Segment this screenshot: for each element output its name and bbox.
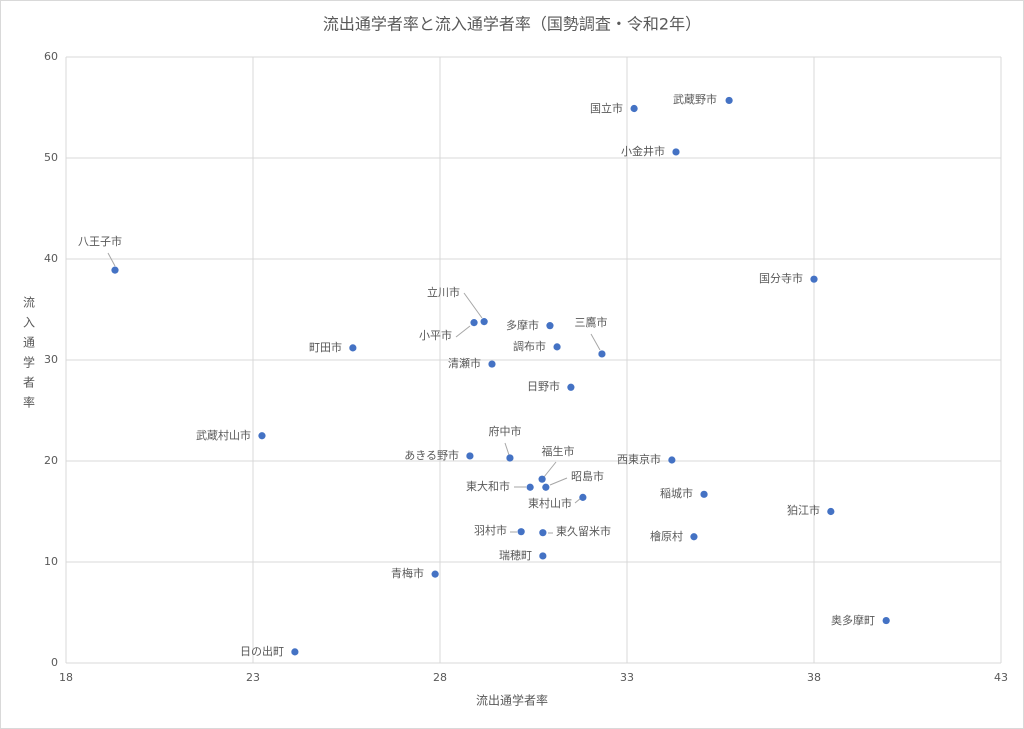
x-tick-label: 43 — [994, 671, 1008, 684]
leader-line — [590, 333, 601, 351]
data-point — [470, 319, 478, 327]
data-point — [480, 318, 488, 326]
data-point — [553, 343, 561, 351]
data-point — [546, 322, 554, 330]
point-label: 清瀬市 — [448, 356, 481, 370]
y-tick-label: 0 — [51, 656, 58, 669]
data-point — [579, 493, 587, 501]
point-label: 羽村市 — [474, 523, 507, 537]
data-point — [291, 648, 299, 656]
data-point — [700, 490, 708, 498]
point-label: 国立市 — [590, 101, 623, 115]
point-label: 日野市 — [527, 379, 560, 393]
point-label: 調布市 — [513, 339, 546, 353]
data-point — [539, 552, 547, 560]
data-point — [526, 483, 534, 491]
data-point — [538, 475, 546, 483]
data-point — [567, 383, 575, 391]
point-label: 稲城市 — [660, 486, 693, 500]
data-point — [431, 570, 439, 578]
y-axis-title: 流入通学者率 — [22, 296, 36, 416]
data-point — [810, 275, 818, 283]
y-tick-label: 10 — [44, 555, 58, 568]
data-point — [725, 96, 733, 105]
y-tick-label: 50 — [44, 151, 58, 164]
point-label: 八王子市 — [78, 234, 122, 248]
leader-line — [504, 442, 510, 456]
data-point — [466, 452, 474, 460]
data-point — [668, 456, 676, 464]
point-label: 日の出町 — [240, 644, 284, 658]
data-point — [882, 616, 890, 625]
point-label: 東久留米市 — [556, 524, 611, 538]
leader-line — [107, 252, 116, 267]
data-point — [827, 507, 835, 516]
x-tick-label: 38 — [807, 671, 821, 684]
point-label: 武蔵野市 — [673, 92, 717, 106]
data-point — [672, 148, 680, 156]
point-label: 福生市 — [542, 444, 575, 458]
leader-line — [543, 461, 557, 478]
data-point — [690, 533, 698, 541]
point-label: 瑞穂町 — [499, 548, 532, 562]
x-tick-label: 18 — [59, 671, 73, 684]
point-label: 狛江市 — [787, 503, 820, 517]
point-label: 檜原村 — [650, 529, 683, 543]
y-tick-label: 60 — [44, 50, 58, 63]
y-tick-label: 40 — [44, 252, 58, 265]
leader-line — [549, 477, 568, 486]
x-axis-title: 流出通学者率 — [476, 693, 548, 708]
x-tick-label: 28 — [433, 671, 447, 684]
point-label: 昭島市 — [571, 469, 604, 483]
point-label: 町田市 — [309, 340, 342, 354]
point-label: 小金井市 — [621, 144, 665, 158]
point-label: あきる野市 — [404, 448, 459, 462]
chart-title: 流出通学者率と流入通学者率（国勢調査・令和2年） — [323, 15, 701, 34]
leader-line — [463, 292, 483, 319]
data-point — [111, 266, 119, 274]
data-point — [630, 104, 638, 113]
y-tick-label: 30 — [44, 353, 58, 366]
data-point — [539, 529, 547, 537]
point-label: 三鷹市 — [575, 315, 608, 329]
leader-line — [455, 325, 471, 338]
x-tick-label: 33 — [620, 671, 634, 684]
point-label: 西東京市 — [617, 452, 661, 466]
point-label: 小平市 — [419, 328, 452, 342]
data-point — [488, 360, 496, 368]
data-point — [598, 350, 606, 358]
data-point — [349, 344, 357, 352]
data-point — [517, 528, 525, 536]
data-point — [506, 454, 514, 462]
point-label: 立川市 — [427, 285, 460, 299]
x-tick-label: 23 — [246, 671, 260, 684]
data-point — [542, 483, 550, 491]
point-label: 青梅市 — [391, 566, 424, 580]
point-label: 国分寺市 — [759, 271, 803, 285]
y-tick-label: 20 — [44, 454, 58, 467]
data-point — [258, 432, 266, 440]
point-label: 府中市 — [489, 424, 522, 438]
point-label: 多摩市 — [506, 318, 539, 332]
point-label: 東村山市 — [528, 496, 572, 510]
point-label: 武蔵村山市 — [196, 428, 251, 442]
point-label: 東大和市 — [466, 479, 510, 493]
point-label: 奥多摩町 — [831, 613, 875, 627]
